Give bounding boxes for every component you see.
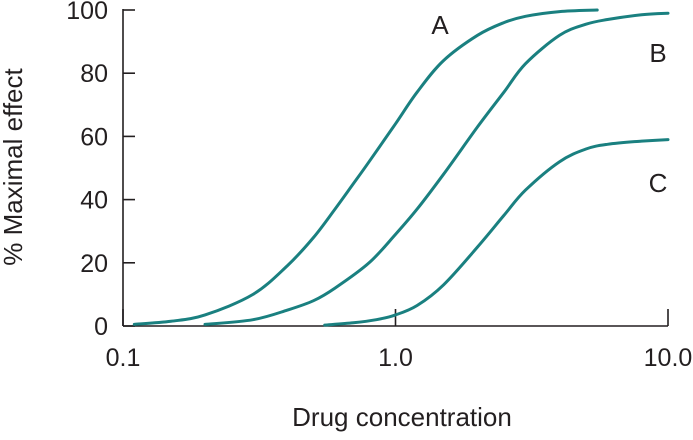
- x-tick-label: 10.0: [644, 344, 693, 372]
- y-tick-label: 60: [80, 123, 108, 151]
- curve-labels: A B C: [431, 10, 667, 198]
- y-axis-label: % Maximal effect: [0, 67, 28, 265]
- curve-a: [132, 8, 599, 326]
- y-tick-label: 100: [66, 0, 108, 25]
- curve-label-b: B: [649, 38, 666, 68]
- curves: [132, 8, 670, 327]
- x-axis-label: Drug concentration: [292, 402, 512, 432]
- curve-label-a: A: [431, 10, 449, 40]
- y-tick-label: 40: [80, 187, 108, 215]
- x-tick-label: 1.0: [378, 344, 413, 372]
- x-ticks: 0.1 1.0 10.0: [106, 309, 693, 372]
- y-ticks: 0 20 40 60 80 100: [66, 0, 135, 341]
- x-tick-label: 0.1: [106, 344, 141, 372]
- curve-c: [323, 138, 670, 327]
- y-tick-label: 20: [80, 250, 108, 278]
- curve-label-c: C: [649, 168, 668, 198]
- y-tick-label: 0: [94, 313, 108, 341]
- y-tick-label: 80: [80, 60, 108, 88]
- axes: [122, 9, 668, 327]
- curve-b: [203, 11, 670, 326]
